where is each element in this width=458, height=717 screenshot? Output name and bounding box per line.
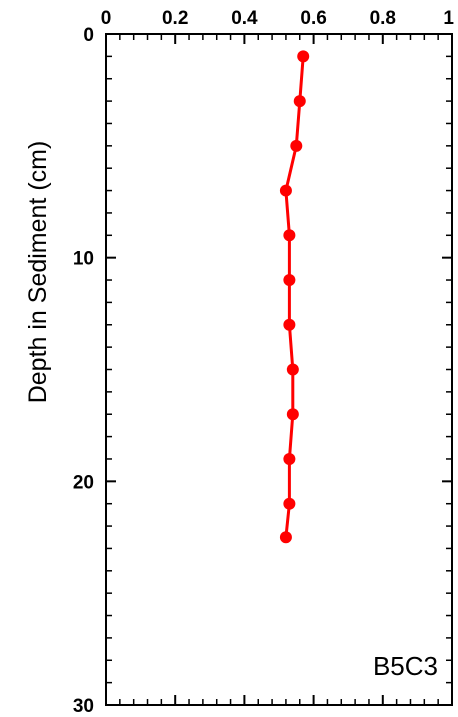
data-point [283,452,296,465]
x-tick-label: 0.6 [300,8,326,29]
data-points [279,50,310,544]
x-tick-label: 0.8 [370,8,396,29]
x-tick-label: 1 [443,8,454,29]
data-point [279,531,292,544]
data-point [286,408,299,421]
data-point [283,497,296,510]
data-point [286,363,299,376]
y-tick-labels: 0 10 20 30 [73,25,94,717]
y-tick-label: 30 [73,696,94,717]
axis-ticks [105,33,453,706]
y-tick-label: 0 [83,25,94,46]
x-tick-label: 0.4 [231,8,258,29]
x-tick-label: 0.2 [162,8,188,29]
data-point [283,318,296,331]
x-tick-label: 0 [101,8,112,29]
data-point [297,50,310,63]
x-tick-labels: 0 0.2 0.4 0.6 0.8 1 [101,8,455,29]
data-point [290,139,303,152]
y-tick-label: 20 [73,472,94,493]
panel-annotation: B5C3 [373,651,438,681]
y-tick-label: 10 [73,249,94,270]
data-point [293,95,306,108]
y-axis-title: Depth in Sediment (cm) [24,141,52,404]
data-point [283,229,296,242]
series-line [284,56,305,538]
data-point [283,274,296,287]
data-point [279,184,292,197]
plot-frame [105,33,453,706]
